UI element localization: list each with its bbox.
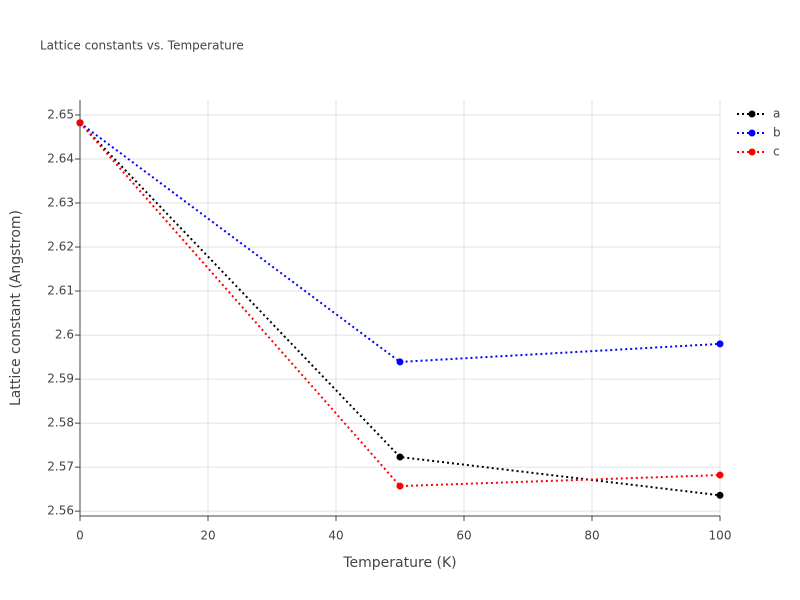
series-line [79,122,721,488]
y-tick-label: 2.62 [47,240,74,254]
legend-label: a [773,107,780,121]
y-tick-label: 2.65 [47,107,74,121]
x-tick-label: 40 [328,529,343,543]
x-tick-label: 80 [584,529,599,543]
data-point [716,471,724,479]
data-point [76,119,84,127]
legend-marker [748,129,756,137]
y-axis-label: Lattice constant (Angstrom) [8,210,24,406]
y-tick-label: 2.6 [55,328,74,342]
y-tick-label: 2.64 [47,151,74,165]
series-line [79,122,721,497]
x-tick-label: 60 [456,529,471,543]
y-tick-label: 2.59 [47,372,74,386]
chart-title: Lattice constants vs. Temperature [40,39,244,53]
data-point [396,453,404,461]
data-point [396,358,404,366]
data-point [716,340,724,348]
x-tick-label: 20 [200,529,215,543]
x-tick-label: 0 [76,529,84,543]
legend-label: c [773,145,780,159]
y-tick-label: 2.63 [47,196,74,210]
data-point [396,482,404,490]
y-tick-label: 2.58 [47,416,74,430]
legend-label: b [773,126,781,140]
data-point [716,491,724,499]
y-tick-label: 2.61 [47,284,74,298]
legend-marker [748,110,756,118]
x-axis-label: Temperature (K) [342,555,456,571]
y-tick-label: 2.56 [47,504,74,518]
y-tick-label: 2.57 [47,460,74,474]
x-tick-label: 100 [709,529,732,543]
legend-marker [748,148,756,156]
